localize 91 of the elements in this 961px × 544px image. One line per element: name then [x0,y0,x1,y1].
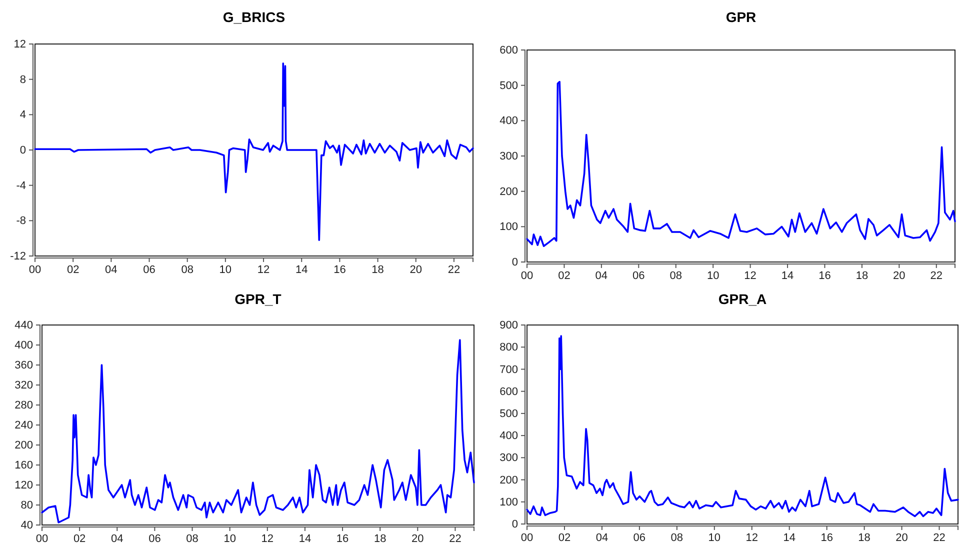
x-tick-label: 04 [111,532,124,544]
y-tick-label: 400 [500,430,518,442]
x-tick-label: 08 [181,264,194,276]
y-tick-label: 12 [14,38,26,51]
x-tick-label: 22 [930,270,943,282]
y-tick-label: 700 [500,364,518,376]
x-tick-label: 16 [334,264,346,276]
x-tick-label: 08 [670,270,682,282]
x-tick-label: 02 [66,264,80,276]
y-tick-label: 600 [500,44,518,57]
x-tick-label: 22 [448,264,460,276]
chart-title: G_BRICS [222,9,286,25]
x-tick-label: 20 [412,532,424,544]
x-tick-label: 20 [893,270,906,282]
y-tick-label: 360 [14,360,33,372]
y-tick-label: 160 [14,460,33,472]
y-tick-label: 200 [500,474,518,486]
x-tick-label: 16 [336,532,349,544]
chart-title: GPR [726,9,756,25]
y-tick-label: 0 [20,144,26,157]
x-tick-label: 10 [219,264,232,276]
y-tick-label: 800 [500,342,518,354]
y-tick-label: 200 [14,440,33,452]
y-tick-label: 80 [20,500,33,512]
y-tick-label: 240 [14,420,33,432]
y-tick-label: 40 [20,520,33,532]
x-tick-label: 08 [670,532,684,544]
y-tick-label: 600 [500,386,518,398]
x-tick-label: 04 [596,532,608,544]
y-tick-label: 300 [500,150,518,163]
x-tick-label: 00 [36,532,48,544]
x-tick-label: 02 [558,270,570,282]
y-tick-label: 320 [14,380,33,392]
x-tick-label: 10 [224,532,236,544]
x-tick-label: 16 [818,270,831,282]
y-tick-label: 300 [500,452,518,464]
y-tick-label: 500 [500,80,518,92]
y-tick-label: 4 [20,109,26,122]
chart-title: GPR_T [234,291,282,307]
x-tick-label: 02 [73,532,86,544]
line-series [526,335,959,518]
x-tick-label: 06 [148,532,161,544]
y-tick-label: -12 [10,250,26,263]
y-tick-label: 400 [14,340,33,352]
x-tick-label: 18 [858,532,870,544]
x-tick-label: 00 [28,264,42,276]
y-tick-label: -4 [16,180,26,192]
x-tick-label: 18 [372,264,384,276]
y-tick-label: 100 [500,496,518,508]
x-tick-label: 00 [520,532,534,544]
x-tick-label: 12 [257,264,270,276]
y-tick-label: 100 [500,221,518,234]
y-tick-label: 0 [512,256,518,269]
x-tick-label: 04 [595,270,608,282]
y-tick-label: 400 [500,115,518,128]
x-tick-label: 20 [896,532,908,544]
line-series [526,80,956,247]
x-tick-label: 12 [744,270,756,282]
x-tick-label: 10 [706,270,720,282]
x-tick-label: 02 [558,532,571,544]
y-tick-label: -8 [16,215,26,228]
line-series [34,62,474,241]
x-tick-label: 12 [261,532,274,544]
x-tick-label: 14 [783,532,796,544]
x-tick-label: 20 [410,264,422,276]
x-tick-label: 14 [298,532,312,544]
x-tick-label: 18 [856,270,868,282]
x-tick-label: 04 [105,264,118,276]
y-tick-label: 8 [20,74,26,86]
x-tick-label: 06 [632,270,645,282]
chart-title: GPR_A [718,291,767,307]
y-tick-label: 440 [14,320,33,332]
y-tick-label: 900 [500,320,518,332]
y-tick-label: 120 [14,480,33,492]
x-tick-label: 14 [781,270,794,282]
x-tick-label: 12 [746,532,758,544]
x-tick-label: 06 [143,264,156,276]
x-tick-label: 22 [449,532,462,544]
line-series [41,339,475,524]
x-tick-label: 16 [820,532,833,544]
x-tick-label: 06 [633,532,646,544]
y-tick-label: 280 [14,400,33,412]
x-tick-label: 08 [186,532,198,544]
y-tick-label: 0 [512,518,518,531]
y-tick-label: 500 [500,408,518,420]
x-tick-label: 14 [295,264,308,276]
x-tick-label: 22 [933,532,946,544]
y-tick-label: 200 [500,186,518,198]
x-tick-label: 00 [520,270,534,282]
x-tick-label: 18 [374,532,386,544]
x-tick-label: 10 [708,532,721,544]
